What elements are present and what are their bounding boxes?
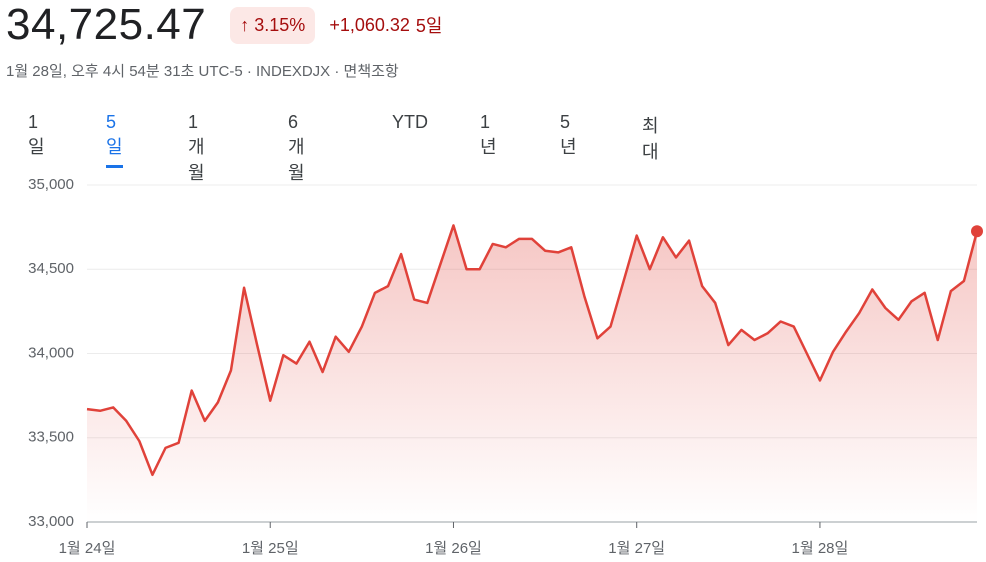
- tab[interactable]: YTD: [392, 112, 428, 132]
- tab[interactable]: 1년: [480, 112, 497, 157]
- y-tick-label: 35,000: [28, 176, 74, 193]
- x-tick-label: 1월 25일: [242, 540, 299, 557]
- x-tick-label: 1월 26일: [425, 540, 482, 557]
- tab[interactable]: 6개월: [288, 112, 305, 183]
- tab[interactable]: 1개월: [188, 112, 205, 183]
- tab[interactable]: 1일: [28, 112, 45, 157]
- tab[interactable]: 5년: [560, 112, 577, 157]
- change-abs: +1,060.32: [329, 14, 410, 35]
- change-badge: ↑ 3.15%: [230, 6, 316, 44]
- header: 34,725.47 ↑ 3.15% +1,060.32 5일: [6, 0, 442, 50]
- area: [87, 225, 977, 522]
- x-tick-label: 1월 24일: [59, 540, 116, 557]
- y-tick-label: 33,500: [28, 429, 74, 446]
- line: [86, 224, 979, 477]
- y-tick-label: 34,000: [28, 344, 74, 361]
- y-tick-label: 33,000: [28, 513, 74, 530]
- price: 34,725.47: [6, 0, 207, 49]
- y-tick-label: 34,500: [28, 260, 74, 277]
- end-dot: [971, 225, 983, 238]
- change-pct: 3.15%: [254, 14, 306, 35]
- x-tick-label: 1월 28일: [792, 540, 849, 557]
- period: 5일: [415, 16, 443, 36]
- subtitle: 1월 28일, 오후 4시 54분 31초 UTC-5 · INDEXDJX ·…: [6, 63, 399, 80]
- tab[interactable]: 최대: [642, 116, 659, 162]
- x-tick-label: 1월 27일: [608, 540, 665, 557]
- tab[interactable]: 5일: [106, 112, 123, 168]
